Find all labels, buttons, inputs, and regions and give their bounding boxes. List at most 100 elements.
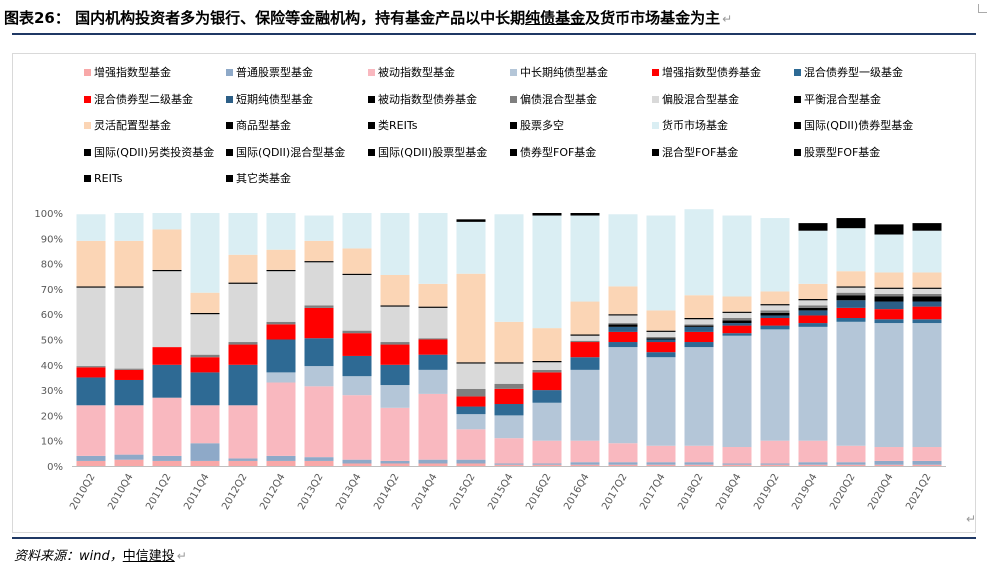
bar-segment [912,460,942,465]
legend-swatch [652,148,659,156]
x-tick-label: 2017Q4 [638,472,667,512]
bar-segment [418,307,448,339]
bar-segment [532,215,562,329]
legend-label: 股票型FOF基金 [804,145,881,159]
bar-segment [76,366,106,368]
bar-segment [570,462,600,465]
bar-segment [570,301,600,335]
y-tick-label: 70% [41,285,63,296]
bar-segment [418,369,448,394]
bar-segment [76,405,106,456]
legend-label: 类REITs [378,119,418,132]
bar-segment [456,363,486,389]
bar-segment [836,287,866,293]
bar-segment [646,310,676,331]
bar-segment [912,447,942,461]
bar-segment [570,213,600,216]
bar-segment [152,269,182,272]
bar-segment [760,329,790,441]
bar-segment [646,339,676,343]
bar-segment [722,318,752,321]
bar-segment [418,338,448,340]
chart-return-mark: ↵ [966,512,977,526]
bar-segment [304,305,334,308]
bar-segment [304,262,334,306]
legend-label: 增强指数型基金 [94,66,171,79]
bar-segment [874,287,904,289]
bar-segment [114,369,144,380]
bar-segment [380,306,410,343]
bar-segment [304,386,334,458]
bar-segment [152,397,182,456]
bar-segment [646,445,676,463]
bar-segment [266,213,296,250]
x-tick-label: 2020Q2 [828,472,857,512]
bar-segment [228,213,258,255]
bar-segment [114,286,144,288]
x-tick-label: 2016Q2 [524,472,553,512]
bar-segment [266,455,296,461]
legend-label: 商品型基金 [236,119,291,132]
bar-segment [836,228,866,272]
source-label: 资料来源：wind， [14,549,123,564]
bar-segment [836,307,866,318]
bar-segment [760,440,790,464]
bar-segment [722,296,752,312]
title-suffix: 及货币市场基金为主 [585,9,721,27]
y-tick-label: 40% [41,361,63,372]
x-tick-label: 2019Q4 [790,472,819,512]
bar-segment [304,460,334,466]
title-return-mark: ↵ [722,12,733,26]
legend-swatch [368,148,375,156]
x-tick-label: 2012Q2 [220,472,249,512]
y-tick-label: 80% [41,260,63,271]
bar-segment [342,330,372,334]
bar-segment [266,460,296,466]
bar-segment [874,464,904,466]
bar-segment [380,364,410,386]
legend-label: 债券型FOF基金 [520,145,597,159]
bar-segment [722,311,752,313]
bar-segment [380,460,410,464]
bar-segment [228,405,258,459]
bar-segment [456,388,486,397]
bar-segment [836,218,866,229]
legend-swatch [652,95,659,103]
bar-segment [380,463,410,466]
bar-segment [836,286,866,288]
bar-segment [608,314,638,316]
bar-segment [114,240,144,287]
bar-segment [76,287,106,367]
bar-segment [912,319,942,324]
bar-segment [570,440,600,463]
bar-segment [874,296,904,302]
legend-label: 中长期纯债型基金 [520,66,608,79]
legend-swatch [84,69,91,76]
bar-segment [152,364,182,398]
bar-segment [532,440,562,464]
legend-label: 国际(QDII)债券型基金 [804,119,914,132]
bar-segment [760,305,790,311]
bar-segment [304,366,334,387]
x-tick-label: 2021Q2 [904,472,933,512]
bar-segment [798,462,828,465]
bar-segment [342,273,372,275]
bar-segment [646,215,676,311]
bar-segment [228,364,258,406]
legend-label: 偏债混合型基金 [520,92,597,106]
bar-segment [304,338,334,367]
bar-segment [608,324,638,327]
bar-segment [836,462,866,465]
bar-segment [608,331,638,343]
bar-segment [684,331,714,343]
legend-swatch [84,148,91,156]
x-tick-label: 2019Q2 [752,472,781,512]
bar-segment [418,339,448,355]
bar-segment [152,229,182,270]
bar-segment [608,323,638,325]
bar-segment [722,333,752,336]
bar-segment [266,271,296,322]
bar-segment [532,390,562,403]
bar-segment [76,286,106,288]
bar-segment [266,324,296,340]
